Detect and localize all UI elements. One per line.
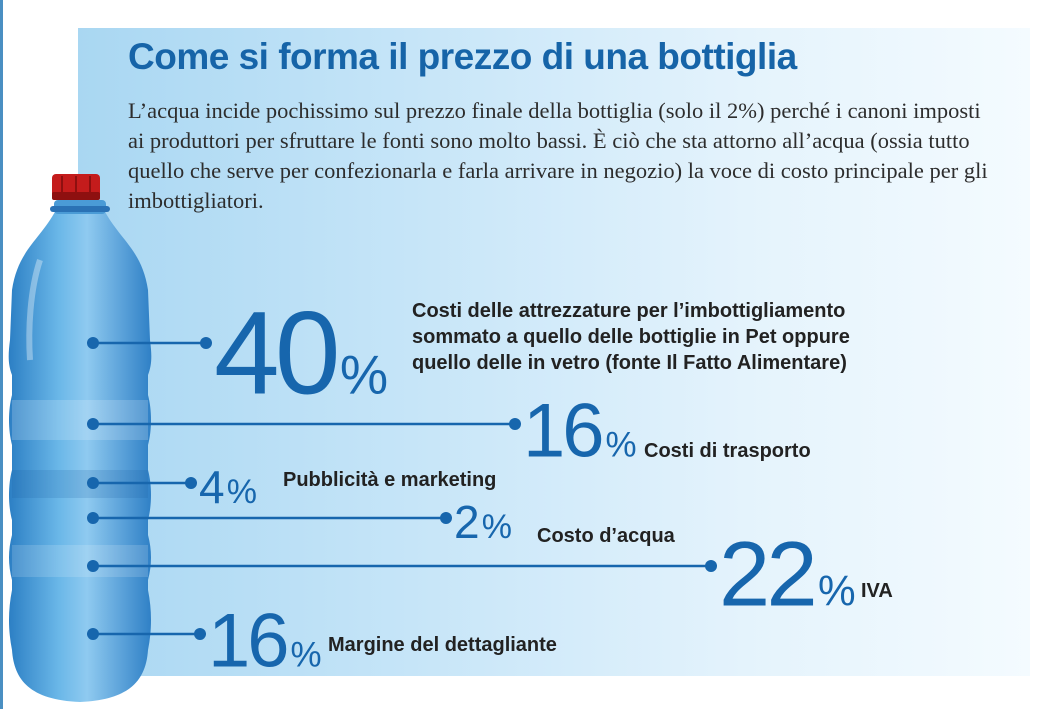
connector-end-dot bbox=[509, 418, 521, 430]
value-label: Costo d’acqua bbox=[537, 525, 676, 547]
connector-end-dot bbox=[200, 337, 212, 349]
intro-paragraph: L’acqua incide pochissimo sul prezzo fin… bbox=[128, 98, 988, 213]
value-label: Costi delle attrezzature per l’imbottigl… bbox=[412, 300, 845, 322]
value-number: 40 bbox=[214, 288, 337, 420]
connector-start-dot bbox=[87, 560, 99, 572]
value-label: IVA bbox=[861, 580, 893, 602]
percent-sign: % bbox=[818, 568, 856, 615]
percent-sign: % bbox=[227, 473, 257, 511]
value-number: 2 bbox=[454, 496, 478, 548]
connector-end-dot bbox=[185, 477, 197, 489]
infographic-background bbox=[78, 28, 1030, 676]
value-label: quello delle in vetro (fonte Il Fatto Al… bbox=[412, 352, 847, 374]
connector-start-dot bbox=[87, 337, 99, 349]
bottle-body bbox=[8, 210, 152, 702]
infographic-title: Come si forma il prezzo di una bottiglia bbox=[128, 36, 797, 77]
value-number: 16 bbox=[208, 599, 286, 684]
connector-start-dot bbox=[87, 477, 99, 489]
water-bottle-illustration bbox=[8, 174, 152, 702]
percent-sign: % bbox=[482, 508, 512, 546]
bottle-cap bbox=[52, 174, 100, 200]
value-label: Costi di trasporto bbox=[644, 440, 811, 462]
percent-sign: % bbox=[340, 345, 388, 406]
value-number: 4 bbox=[199, 461, 224, 513]
value-label: sommato a quello delle bottiglie in Pet … bbox=[412, 326, 850, 348]
value-number: 16 bbox=[523, 389, 601, 474]
value-number: 22 bbox=[719, 524, 814, 626]
connector-start-dot bbox=[87, 512, 99, 524]
connector-end-dot bbox=[705, 560, 717, 572]
connector-end-dot bbox=[194, 628, 206, 640]
percent-sign: % bbox=[290, 636, 321, 675]
left-border-line bbox=[0, 0, 3, 709]
connector-start-dot bbox=[87, 418, 99, 430]
connector-end-dot bbox=[440, 512, 452, 524]
value-label: Margine del dettagliante bbox=[328, 634, 557, 656]
bottle-neck bbox=[50, 200, 110, 214]
connector-start-dot bbox=[87, 628, 99, 640]
percent-sign: % bbox=[605, 426, 636, 465]
value-label: Pubblicità e marketing bbox=[283, 469, 496, 491]
